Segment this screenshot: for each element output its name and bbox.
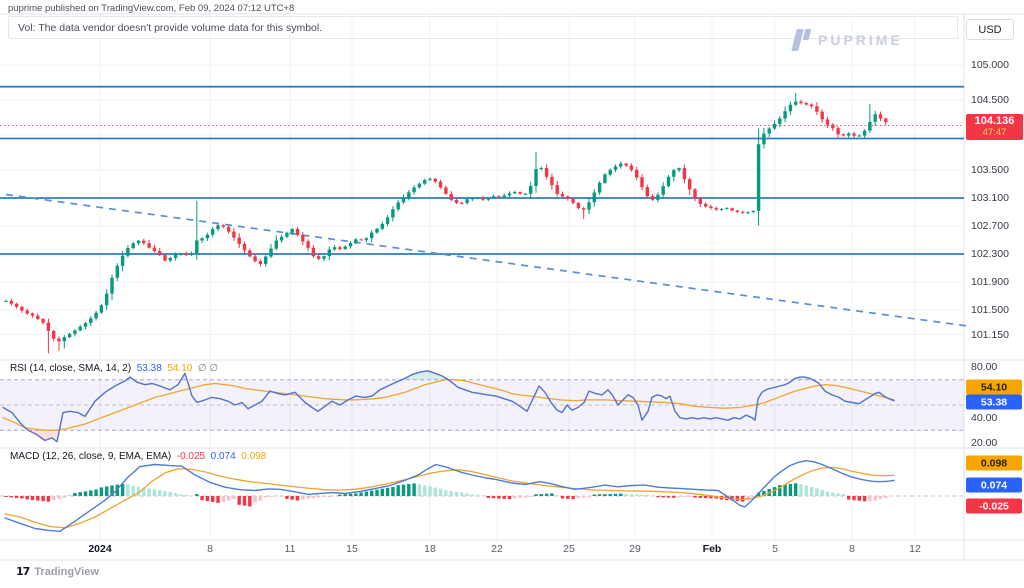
rsi-axis-label: 40.00	[971, 411, 998, 424]
brand-watermark: PUPRIME	[788, 26, 903, 54]
page-title: puprime published on TradingView.com, Fe…	[8, 3, 295, 14]
price-axis-label: 103.100	[971, 192, 1009, 204]
tradingview-logo-text: TradingView	[34, 565, 99, 578]
time-axis-label: 29	[629, 543, 641, 555]
rsi-sma-value: 54.10	[167, 363, 193, 374]
price-axis-label: 102.700	[971, 220, 1009, 232]
macd-hist-value: -0.025	[176, 451, 206, 462]
tradingview-logo-icon: 17	[16, 565, 30, 578]
rsi-axis-label: 20.00	[971, 437, 998, 449]
macd-line-value: 0.074	[210, 451, 236, 462]
macd-signal-badge: 0.098	[966, 455, 1022, 471]
time-axis-label: 8	[207, 543, 213, 555]
tradingview-logo[interactable]: 17 TradingView	[16, 565, 99, 578]
time-axis-label: Feb	[702, 543, 722, 555]
rsi-value: 53.38	[136, 363, 162, 374]
last-price-value: 104.136	[974, 115, 1015, 128]
rsi-axis-label: 80.00	[971, 361, 998, 373]
macd-value-badge: 0.074	[966, 477, 1022, 493]
macd-params: (12, 26, close, 9, EMA, EMA)	[42, 451, 172, 462]
price-axis-label: 105.000	[971, 59, 1009, 71]
macd-pane-header: MACD (12, 26, close, 9, EMA, EMA) -0.025…	[10, 451, 266, 462]
price-axis-label: 101.900	[971, 276, 1009, 288]
price-axis-label: 104.500	[971, 94, 1009, 106]
price-axis-label: 103.500	[971, 164, 1009, 176]
puprime-logo-text: PUPRIME	[818, 32, 903, 48]
rsi-empty-values: ∅ ∅	[197, 363, 219, 374]
puprime-logo-icon	[788, 26, 814, 54]
time-axis-label: 22	[491, 543, 503, 555]
symbol-currency-box[interactable]: USD	[966, 19, 1014, 40]
bar-countdown: 47:47	[982, 126, 1007, 138]
time-axis-label: 2024	[88, 543, 112, 555]
rsi-name: RSI	[10, 363, 27, 374]
macd-signal-value: 0.098	[241, 451, 267, 462]
time-axis-label: 18	[424, 543, 436, 555]
rsi-value-badge: 53.38	[966, 394, 1022, 410]
macd-name: MACD	[10, 451, 40, 462]
time-axis-label: 11	[284, 543, 296, 555]
last-price-badge: 104.136 47:47	[966, 114, 1023, 140]
time-axis-label: 15	[346, 543, 358, 555]
price-axis-label: 101.500	[971, 304, 1009, 316]
time-axis-label: 8	[849, 543, 855, 555]
volume-note-box: Vol: The data vendor doesn't provide vol…	[8, 16, 958, 39]
time-axis-label: 25	[563, 543, 575, 555]
rsi-params: (14, close, SMA, 14, 2)	[29, 363, 132, 374]
price-axis-label: 101.150	[971, 328, 1009, 341]
time-axis-label: 5	[772, 543, 778, 555]
macd-hist-badge: -0.025	[966, 498, 1022, 514]
rsi-pane-header: RSI (14, close, SMA, 14, 2) 53.38 54.10 …	[10, 363, 218, 374]
price-axis-label: 102.300	[971, 248, 1009, 260]
volume-note-text: Vol: The data vendor doesn't provide vol…	[18, 21, 323, 34]
rsi-sma-badge: 54.10	[966, 379, 1022, 395]
time-axis-label: 12	[909, 543, 921, 555]
